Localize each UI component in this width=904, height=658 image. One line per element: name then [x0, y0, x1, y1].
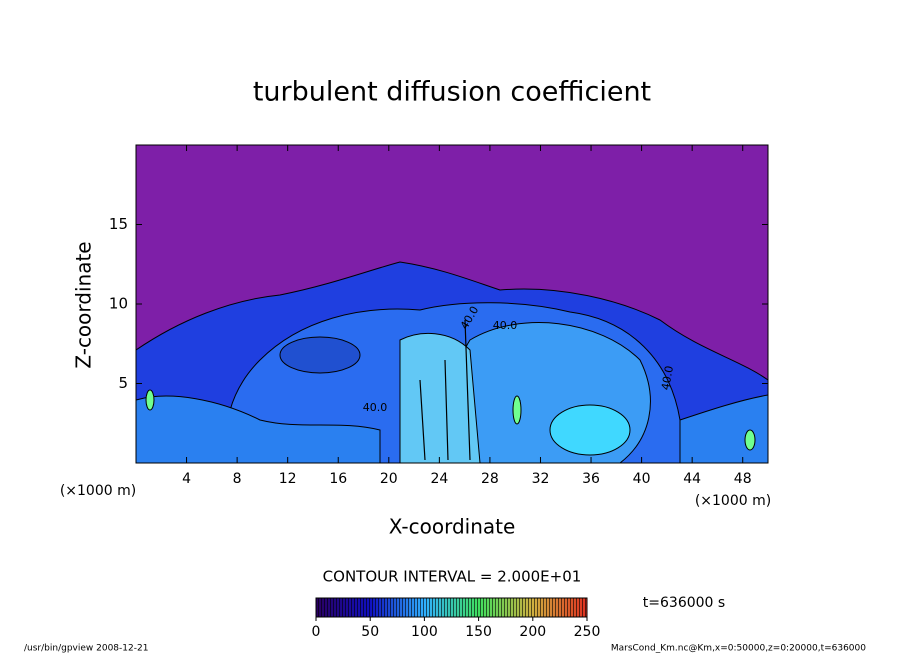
- x-tick-label: 48: [734, 471, 752, 487]
- x-tick-label: 44: [683, 471, 701, 487]
- colorbar-tick-label: 100: [411, 624, 438, 640]
- field-region: [136, 395, 381, 463]
- x-tick-label: 16: [329, 471, 347, 487]
- x-tick-label: 8: [233, 471, 242, 487]
- field-region: [145, 389, 155, 411]
- y-tick-label: 5: [118, 374, 128, 392]
- field: [136, 145, 768, 463]
- x-tick-label: 20: [380, 471, 398, 487]
- contour-line: [419, 319, 521, 461]
- x-tick-label: 36: [582, 471, 600, 487]
- x-tick-label: 28: [481, 471, 499, 487]
- contour-label: 40.0: [659, 365, 676, 391]
- colorbar-tick-label: 50: [361, 624, 379, 640]
- x-unit-label: (×1000 m): [695, 493, 771, 509]
- colorbar-hatch: [316, 598, 587, 617]
- field-region: [549, 404, 631, 456]
- x-tick-label: 40: [633, 471, 651, 487]
- x-tick-label: 32: [532, 471, 550, 487]
- colorbar-tick-label: 150: [465, 624, 492, 640]
- colorbar-tick-label: 250: [574, 624, 601, 640]
- x-tick-label: 12: [279, 471, 297, 487]
- x-axis-label: X-coordinate: [389, 515, 516, 539]
- x-tick-label: 24: [430, 471, 448, 487]
- time-label: t=636000 s: [643, 595, 725, 611]
- colorbar-tick-label: 200: [519, 624, 546, 640]
- chart-title: turbulent diffusion coefficient: [253, 77, 651, 108]
- field-region: [744, 429, 756, 451]
- y-axis-label: Z-coordinate: [72, 241, 96, 368]
- footer-right: MarsCond_Km.nc@Km,x=0:50000,z=0:20000,t=…: [611, 644, 866, 654]
- contour-label: 40.0: [363, 401, 388, 414]
- footer-left: /usr/bin/gpview 2008-12-21: [24, 644, 148, 654]
- contour-interval: CONTOUR INTERVAL = 2.000E+01: [323, 568, 582, 586]
- field-region: [512, 395, 522, 425]
- x-unit-label: (×1000 m): [60, 483, 136, 499]
- contour-label: 40.0: [493, 319, 518, 332]
- field-region: [399, 332, 481, 463]
- x-tick-label: 4: [182, 471, 191, 487]
- colorbar-tick-label: 0: [312, 624, 321, 640]
- y-tick-label: 15: [109, 215, 128, 233]
- field-region: [279, 336, 361, 374]
- y-tick-label: 10: [109, 295, 128, 313]
